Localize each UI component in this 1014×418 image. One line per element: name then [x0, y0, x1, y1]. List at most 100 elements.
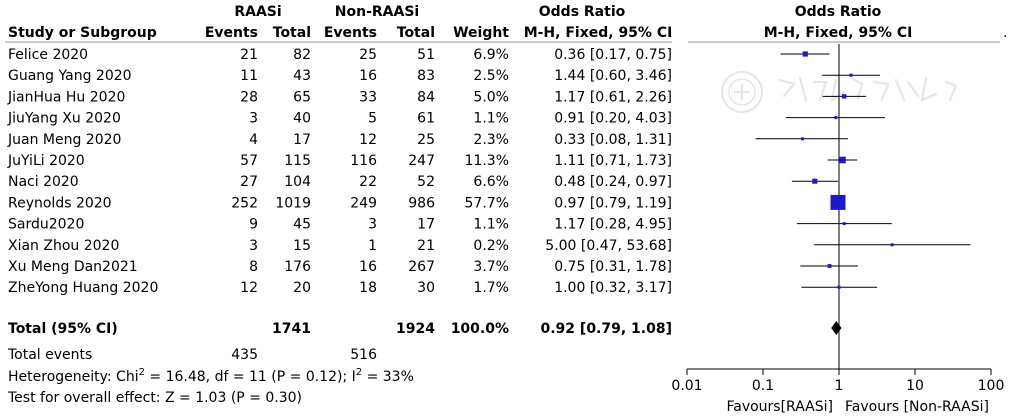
study-ci-text: 1.17 [0.61, 2.26]	[554, 89, 672, 105]
overall-effect-text: Test for overall effect: Z = 1.03 (P = 0…	[7, 390, 302, 406]
non-raasi-events: 25	[359, 47, 377, 63]
non-raasi-total: 30	[417, 280, 435, 296]
study-ci-text: 1.11 [0.71, 1.73]	[554, 153, 672, 169]
table-row: Xu Meng Dan2021 8 176 16 267 3.7% 0.75 [0.31, …	[8, 259, 672, 275]
weight-header: Weight	[453, 25, 509, 41]
study-name: Felice 2020	[8, 47, 88, 63]
raasi-events: 3	[249, 111, 258, 127]
study-weight: 1.7%	[473, 280, 509, 296]
non-raasi-total: 83	[417, 68, 435, 84]
plot-method-header: M-H, Fixed, 95% CI	[764, 25, 913, 41]
study-point	[812, 178, 818, 184]
favours-left-label: Favours[RAASi]	[726, 399, 833, 415]
raasi-total: 176	[284, 259, 311, 275]
raasi-events: 11	[240, 68, 258, 84]
axis-tick-label: 0.1	[752, 378, 774, 394]
non-raasi-total: 52	[417, 174, 435, 190]
study-weight: 5.0%	[473, 89, 509, 105]
study-ci-text: 0.48 [0.24, 0.97]	[554, 174, 672, 190]
raasi-total: 45	[293, 217, 311, 233]
study-name: Xu Meng Dan2021	[8, 259, 138, 275]
study-point	[834, 116, 838, 120]
raasi-events: 57	[240, 153, 258, 169]
study-point	[837, 285, 841, 289]
table-row: ZheYong Huang 2020 12 20 18 30 1.7% 1.00 [0.32…	[8, 280, 672, 296]
total-label: Total (95% CI)	[8, 321, 118, 337]
non-raasi-events: 22	[359, 174, 377, 190]
raasi-total: 20	[293, 280, 311, 296]
study-ci-text: 0.75 [0.31, 1.78]	[554, 259, 672, 275]
non-raasi-events: 3	[368, 217, 377, 233]
non-raasi-total-header: Total	[397, 25, 435, 41]
non-raasi-events: 12	[359, 132, 377, 148]
raasi-events: 27	[240, 174, 258, 190]
study-name: JiuYang Xu 2020	[7, 111, 121, 127]
non-raasi-events: 16	[359, 68, 377, 84]
study-name: Naci 2020	[8, 174, 79, 190]
raasi-total-header: Total	[273, 25, 311, 41]
axis-tick-label: 0.01	[671, 378, 702, 394]
total-events-raasi: 435	[231, 347, 258, 363]
raasi-events-header: Events	[205, 25, 258, 41]
raasi-events: 21	[240, 47, 258, 63]
non-raasi-total: 25	[417, 132, 435, 148]
or-method-header: M-H, Fixed, 95% CI	[524, 25, 673, 41]
total-weight: 100.0%	[451, 321, 509, 337]
non-raasi-events: 33	[359, 89, 377, 105]
table-row: JuYiLi 2020 57 115 116 247 11.3% 1.11 [0.71, 1…	[7, 153, 672, 169]
table-row: Juan Meng 2020 4 17 12 25 2.3% 0.33 [0.08, 1.3…	[7, 132, 672, 148]
non-raasi-group-header: Non-RAASi	[335, 4, 419, 20]
total-non-raasi-n: 1924	[396, 321, 435, 337]
raasi-total: 1019	[275, 195, 311, 211]
favours-right-label: Favours [Non-RAASi]	[845, 399, 989, 415]
raasi-events: 4	[249, 132, 258, 148]
plot-odds-ratio-header: Odds Ratio	[795, 4, 882, 20]
non-raasi-total: 21	[417, 238, 435, 254]
table-row: Naci 2020 27 104 22 52 6.6% 0.48 [0.24, 0.97]	[8, 174, 672, 190]
plot-area	[755, 44, 971, 369]
raasi-total: 15	[293, 238, 311, 254]
study-ci-text: 5.00 [0.47, 53.68]	[545, 238, 672, 254]
non-raasi-events: 5	[368, 111, 377, 127]
raasi-total: 40	[293, 111, 311, 127]
study-name: Juan Meng 2020	[7, 132, 121, 148]
raasi-total: 43	[293, 68, 311, 84]
axis-tick-label: 10	[906, 378, 924, 394]
raasi-events: 9	[249, 217, 258, 233]
non-raasi-events: 1	[368, 238, 377, 254]
study-name: Xian Zhou 2020	[8, 238, 119, 254]
header-dot: .	[1003, 25, 1007, 41]
raasi-total: 82	[293, 47, 311, 63]
study-weight: 6.9%	[473, 47, 509, 63]
study-ci-text: 0.91 [0.20, 4.03]	[554, 111, 672, 127]
heterogeneity-text: Heterogeneity: Chi2 = 16.48, df = 11 (P …	[8, 367, 414, 385]
study-name: Sardu2020	[8, 217, 84, 233]
study-weight: 2.3%	[473, 132, 509, 148]
study-weight: 0.2%	[473, 238, 509, 254]
study-weight: 2.5%	[473, 68, 509, 84]
raasi-events: 28	[240, 89, 258, 105]
axis-tick-label: 100	[978, 378, 1005, 394]
pooled-estimate-diamond	[831, 321, 842, 335]
study-ci-text: 0.33 [0.08, 1.31]	[554, 132, 672, 148]
non-raasi-events: 16	[359, 259, 377, 275]
study-name: Reynolds 2020	[8, 195, 112, 211]
non-raasi-events-header: Events	[324, 25, 377, 41]
study-name: Guang Yang 2020	[8, 68, 132, 84]
non-raasi-events: 18	[359, 280, 377, 296]
watermark-seal-icon	[721, 71, 958, 113]
total-events-non-raasi: 516	[350, 347, 377, 363]
table-row: Guang Yang 2020 11 43 16 83 2.5% 1.44 [0.60, 3…	[8, 68, 672, 84]
study-weight: 1.1%	[473, 111, 509, 127]
axis-tick-label: 1	[835, 378, 844, 394]
raasi-total: 115	[284, 153, 311, 169]
study-rows: Felice 2020 21 82 25 51 6.9% 0.36 [0.17, 0.75]…	[7, 47, 672, 296]
raasi-events: 3	[249, 238, 258, 254]
study-ci-text: 0.97 [0.79, 1.19]	[554, 195, 672, 211]
study-ci-text: 1.17 [0.28, 4.95]	[554, 217, 672, 233]
raasi-total: 17	[293, 132, 311, 148]
non-raasi-events: 249	[350, 195, 377, 211]
study-weight: 11.3%	[465, 153, 509, 169]
study-point	[802, 51, 808, 57]
